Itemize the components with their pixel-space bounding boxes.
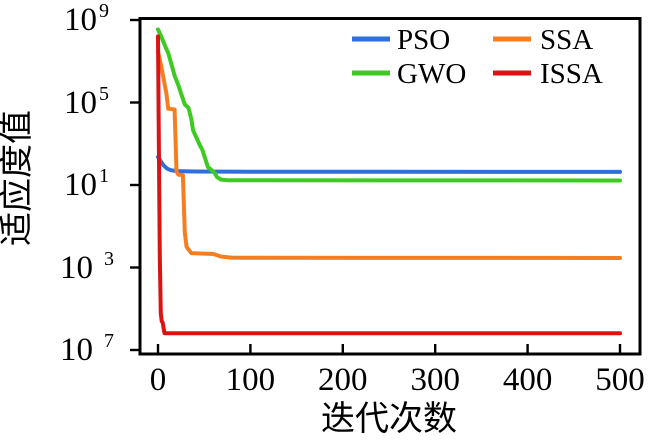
y-axis-tick-labels: 10 9 10 5 10 1 10 3 10 7 — [60, 0, 114, 368]
x-axis-title: 迭代次数 — [321, 400, 457, 438]
y-tick-label-1e9: 10 9 — [64, 0, 109, 38]
x-tick-label-400: 400 — [503, 362, 553, 398]
ssa-line — [156, 49, 622, 260]
y-tick-label-1e5: 10 5 — [64, 83, 109, 121]
plot-frame — [138, 17, 642, 356]
y-axis-title: 适应度值 — [0, 110, 36, 246]
legend: PSO GWO SSA ISSA — [352, 24, 603, 90]
legend-label-ssa: SSA — [540, 24, 593, 56]
y-tick-marks — [130, 18, 140, 352]
x-tick-label-100: 100 — [226, 362, 276, 398]
x-tick-label-500: 500 — [595, 362, 645, 398]
pso-line — [156, 154, 622, 174]
legend-label-pso: PSO — [397, 24, 450, 56]
x-tick-label-200: 200 — [318, 362, 368, 398]
x-axis-tick-labels: 0 100 200 300 400 500 — [150, 362, 645, 398]
x-tick-label-300: 300 — [410, 362, 460, 398]
y-tick-label-1e-3: 10 3 — [60, 248, 114, 286]
legend-label-issa: ISSA — [540, 58, 603, 90]
y-tick-label-1e1: 10 1 — [64, 165, 109, 203]
x-tick-label-0: 0 — [150, 362, 167, 398]
y-tick-label-1e-7: 10 7 — [60, 330, 114, 368]
issa-line — [156, 34, 622, 336]
gwo-line — [156, 27, 622, 183]
legend-label-gwo: GWO — [397, 58, 466, 90]
x-tick-marks — [156, 344, 622, 353]
